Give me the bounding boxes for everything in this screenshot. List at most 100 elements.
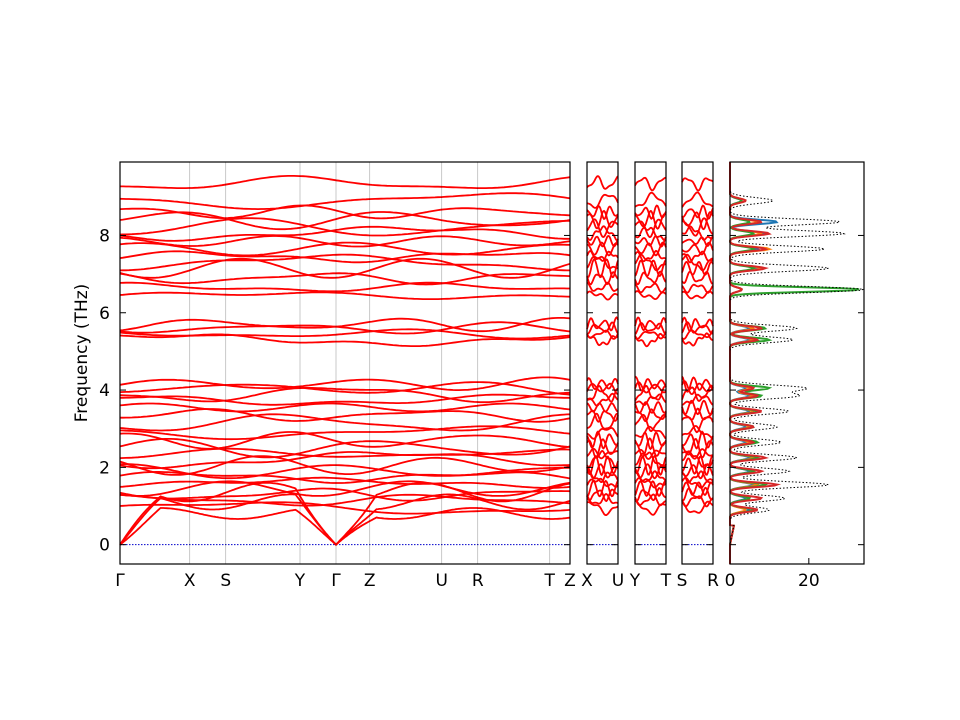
band-line [681, 250, 714, 264]
band-line [119, 480, 571, 497]
band-line [634, 282, 667, 294]
band-line [586, 193, 619, 209]
band-line [119, 291, 571, 300]
band-line [681, 316, 714, 333]
panel-frame [681, 161, 714, 565]
band-line [634, 332, 667, 348]
band-line [119, 321, 571, 335]
band-line [681, 204, 714, 220]
band-line [681, 407, 714, 421]
band-line [586, 463, 619, 480]
band-line [119, 438, 571, 459]
dos-frame [729, 161, 865, 565]
band-line [634, 401, 667, 414]
band-line [119, 225, 571, 242]
band-line [119, 451, 571, 470]
band-line [119, 447, 571, 459]
band-line [119, 381, 571, 396]
band-line [119, 241, 571, 257]
band-line [681, 283, 714, 294]
dos-panel: 0 20 [725, 161, 865, 591]
band-line [119, 211, 571, 231]
band-line [586, 281, 619, 292]
band-line [586, 255, 619, 270]
band-line [681, 430, 714, 450]
band-line [119, 328, 571, 340]
x-tick-label: U [436, 571, 448, 591]
band-line [586, 493, 619, 505]
band-line [681, 177, 714, 192]
band-line [634, 209, 667, 230]
band-line [681, 454, 714, 476]
band-line [119, 257, 571, 279]
band-line [634, 235, 667, 248]
band-line [586, 409, 619, 423]
band-line [634, 413, 667, 433]
band-line [634, 384, 667, 402]
band-line [119, 387, 571, 404]
y-tick-label: 0 [99, 536, 110, 556]
band-line [120, 393, 570, 406]
x-tick-label: S [677, 571, 688, 591]
panel-frame [119, 161, 571, 565]
band-line [119, 235, 571, 248]
band-line [634, 249, 667, 263]
panel-frame [586, 161, 619, 565]
x-tick-label: T [660, 571, 672, 591]
band-line [119, 431, 571, 450]
band-line [120, 408, 571, 423]
band-line [634, 425, 667, 440]
band-line [634, 480, 667, 498]
band-line [586, 290, 619, 301]
band-line [634, 259, 667, 278]
band-line [681, 260, 714, 276]
band-line [586, 377, 619, 391]
band-line [634, 437, 667, 458]
band-line [634, 451, 667, 469]
x-tick-label: Γ [115, 571, 125, 591]
x-tick-label: R [472, 571, 484, 591]
band-line [119, 376, 571, 391]
band-line [586, 204, 619, 221]
band-line [635, 499, 667, 516]
band-line [119, 272, 571, 286]
band-line [634, 454, 667, 476]
band-line [682, 225, 714, 241]
band-line [586, 329, 619, 340]
band-line [681, 241, 714, 256]
x-tick-label: 20 [798, 571, 820, 591]
band-line [681, 235, 714, 248]
band-line [586, 427, 619, 440]
band-line [681, 500, 714, 514]
band-line [120, 463, 571, 480]
x-tick-label: X [184, 571, 196, 591]
band-line [586, 402, 619, 413]
band-line [119, 402, 571, 413]
band-line [586, 175, 619, 190]
band-line [586, 412, 619, 430]
x-tick-label: 0 [725, 571, 736, 591]
band-line [586, 488, 619, 503]
band-line [681, 476, 714, 489]
x-tick-label: Z [564, 571, 576, 591]
band-line [586, 241, 619, 257]
band-line [119, 192, 571, 211]
band-line [681, 270, 713, 285]
x-tick-label: S [220, 571, 231, 591]
band-line [634, 316, 667, 332]
band-line [586, 501, 619, 516]
band-line [119, 217, 570, 237]
band-line [586, 321, 619, 335]
band-line [119, 455, 571, 476]
x-tick-label: T [544, 571, 556, 591]
partial-dos-curve [729, 162, 860, 564]
x-tick-label: X [581, 571, 593, 591]
band-line [119, 413, 571, 432]
band-line [120, 175, 571, 189]
band-line [586, 479, 619, 498]
